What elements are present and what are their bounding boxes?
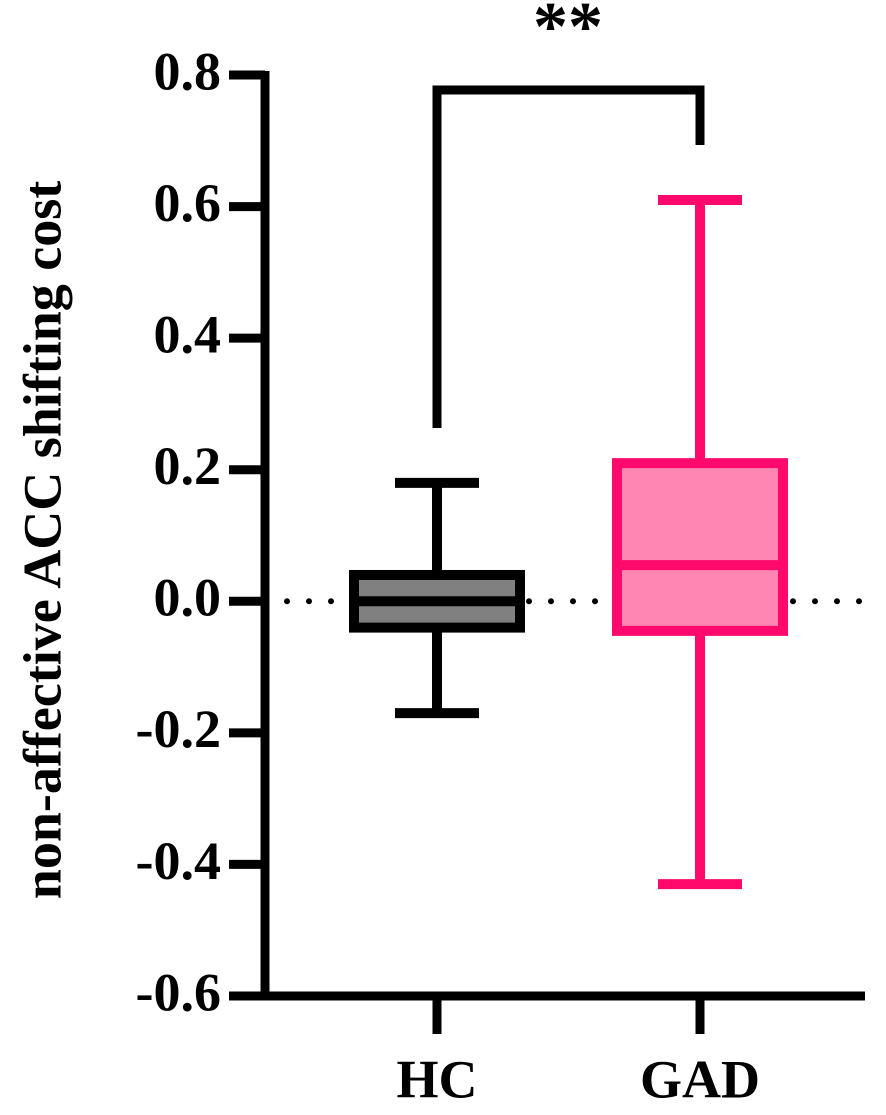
y-tick-label: 0.0 bbox=[154, 568, 222, 628]
significance-label: ** bbox=[533, 0, 603, 66]
y-tick-label: 0.6 bbox=[154, 173, 222, 233]
x-tick-label: HC bbox=[397, 1049, 478, 1109]
significance-bracket bbox=[432, 85, 705, 428]
y-tick-label: 0.2 bbox=[154, 436, 222, 496]
y-tick-label: 0.4 bbox=[154, 305, 222, 365]
y-tick-label: -0.6 bbox=[136, 962, 221, 1022]
y-tick-label: -0.2 bbox=[136, 699, 221, 759]
y-tick-label: -0.4 bbox=[136, 831, 221, 891]
box bbox=[612, 458, 788, 636]
x-tick-label: GAD bbox=[640, 1049, 760, 1109]
y-tick-label: 0.8 bbox=[154, 41, 222, 101]
y-axis-label: non-affective ACC shifting cost bbox=[12, 181, 72, 899]
